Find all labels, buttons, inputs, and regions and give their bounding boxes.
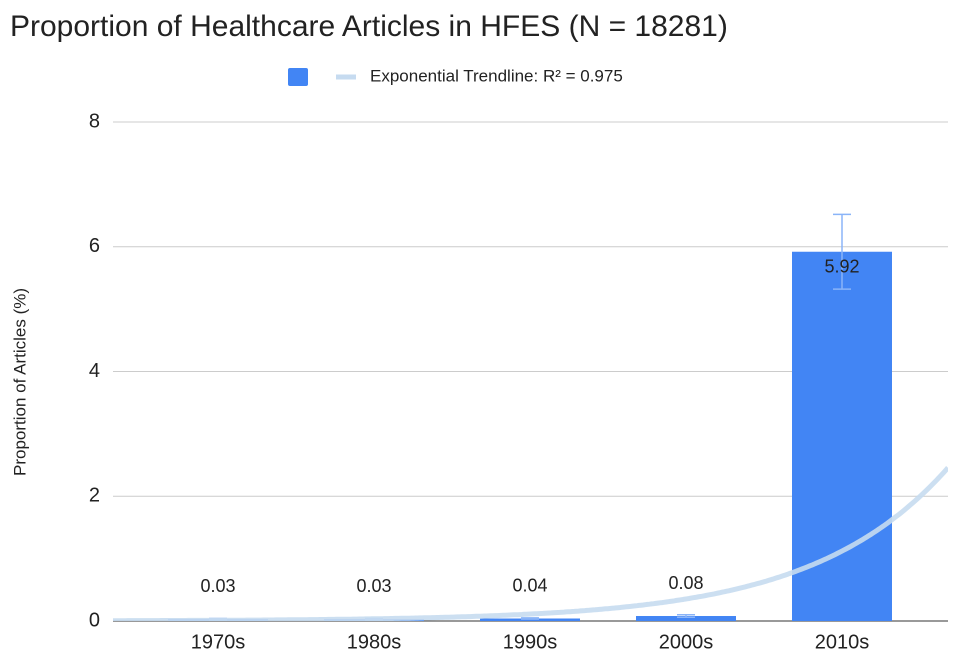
error-bar xyxy=(521,617,539,620)
data-label: 0.03 xyxy=(356,576,391,596)
y-tick-label: 6 xyxy=(89,235,100,257)
data-label: 5.92 xyxy=(824,256,859,276)
trendline xyxy=(113,466,948,621)
error-bar xyxy=(677,614,695,619)
bar xyxy=(636,616,736,621)
data-label: 0.03 xyxy=(200,576,235,596)
x-tick-label: 2010s xyxy=(815,631,870,653)
y-tick-label: 8 xyxy=(89,110,100,132)
bar xyxy=(792,251,892,622)
x-tick-label: 1970s xyxy=(191,631,246,653)
x-tick-label: 2000s xyxy=(659,631,714,653)
legend-label: Exponential Trendline: R² = 0.975 xyxy=(370,66,623,85)
x-tick-label: 1990s xyxy=(503,631,558,653)
data-label: 0.08 xyxy=(668,573,703,593)
x-tick-label: 1980s xyxy=(347,631,402,653)
y-tick-label: 0 xyxy=(89,609,100,631)
y-axis-label: Proportion of Articles (%) xyxy=(10,288,29,476)
chart-title: Proportion of Healthcare Articles in HFE… xyxy=(10,10,728,43)
data-label: 0.04 xyxy=(512,575,547,595)
error-bar xyxy=(833,213,851,290)
legend-swatch xyxy=(288,68,308,86)
y-tick-label: 4 xyxy=(89,360,100,382)
y-tick-label: 2 xyxy=(89,485,100,507)
